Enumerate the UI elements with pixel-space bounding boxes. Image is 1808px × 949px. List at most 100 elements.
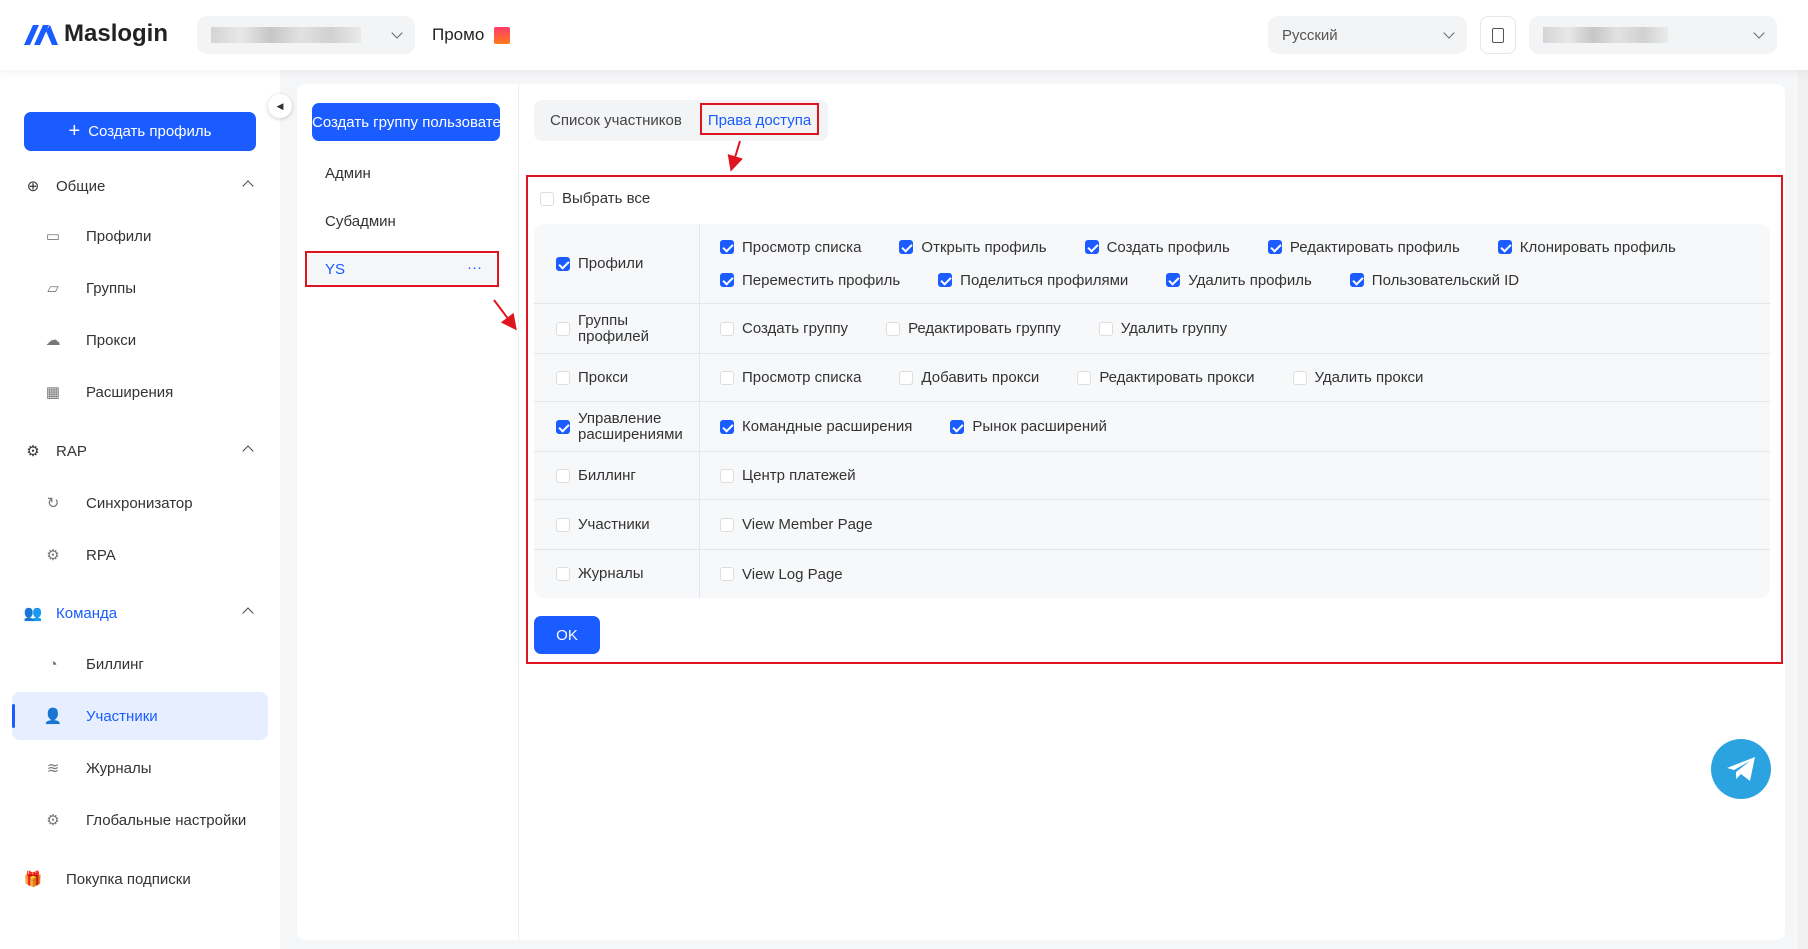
checkbox[interactable]: [1084, 240, 1099, 254]
sidebar-item-billing[interactable]: ◔ Биллинг: [12, 640, 268, 688]
logo-text: Maslogin: [64, 20, 169, 47]
checkbox[interactable]: [886, 321, 901, 336]
section-team[interactable]: 👥 Команда: [12, 589, 268, 637]
sidebar-item-synchronizer[interactable]: ↻ Синхронизатор: [12, 479, 268, 527]
permission-option[interactable]: Редактировать группу: [886, 320, 1061, 337]
permission-option[interactable]: Открыть профиль: [899, 239, 1047, 256]
section-general[interactable]: ⊕ Общие: [12, 162, 268, 210]
annotation-box: [526, 175, 1783, 664]
checkbox[interactable]: [720, 517, 734, 532]
sidebar-item-subscription[interactable]: 🎁 Покупка подписки: [12, 855, 268, 903]
telegram-icon: [1727, 757, 1755, 781]
permission-option[interactable]: Просмотр списка: [720, 369, 861, 386]
checkbox[interactable]: [556, 321, 570, 336]
row-label: Участники: [578, 515, 650, 533]
permission-option[interactable]: Поделиться профилями: [938, 272, 1128, 289]
sidebar-item-global-settings[interactable]: ⚙ Глобальные настройки: [12, 796, 268, 844]
row-options: Центр платежей: [700, 452, 1770, 499]
sidebar-item-rpa[interactable]: ⚙ RPA: [12, 531, 268, 579]
sidebar-item-logs[interactable]: ≋ Журналы: [12, 744, 268, 792]
checkbox[interactable]: [899, 370, 914, 385]
checkbox[interactable]: [1077, 370, 1092, 385]
row-label: Профили: [578, 254, 644, 272]
checkbox[interactable]: [1166, 273, 1181, 287]
permission-option[interactable]: Пользовательский ID: [1349, 272, 1519, 289]
more-icon[interactable]: ···: [467, 259, 482, 276]
checkbox[interactable]: [1267, 240, 1282, 254]
checkbox[interactable]: [720, 273, 734, 287]
permission-option[interactable]: Создать профиль: [1084, 239, 1230, 256]
permission-option[interactable]: Командные расширения: [720, 418, 912, 435]
sidebar-item-extensions[interactable]: ▦ Расширения: [12, 368, 268, 416]
sidebar-item-profiles[interactable]: ▭ Профили: [12, 212, 268, 260]
checkbox[interactable]: [556, 370, 570, 385]
permission-option[interactable]: Клонировать профиль: [1497, 239, 1676, 256]
account-select[interactable]: [1529, 16, 1777, 54]
row-label-cell: Группы профилей: [534, 304, 700, 353]
checkbox[interactable]: [720, 419, 734, 434]
ok-button[interactable]: OK: [534, 616, 600, 654]
promo-link[interactable]: Промо: [432, 25, 511, 45]
caret-left-icon: ◀: [276, 100, 284, 111]
option-label: Удалить прокси: [1314, 369, 1424, 386]
checkbox[interactable]: [1098, 321, 1113, 336]
permission-option[interactable]: View Member Page: [720, 516, 873, 533]
checkbox[interactable]: [556, 517, 570, 532]
permission-option[interactable]: Переместить профиль: [720, 272, 900, 289]
permission-option[interactable]: Удалить группу: [1098, 320, 1227, 337]
workspace-select[interactable]: [197, 16, 415, 54]
select-all-checkbox[interactable]: Выбрать все: [540, 190, 650, 207]
sidebar-item-members[interactable]: 👤 Участники: [12, 692, 268, 740]
checkbox[interactable]: [1292, 370, 1307, 385]
telegram-button[interactable]: [1711, 739, 1771, 799]
group-label: YS: [325, 261, 346, 278]
sidebar-item-proxies[interactable]: ☁ Прокси: [12, 316, 268, 364]
checkbox[interactable]: [720, 468, 734, 483]
permission-option[interactable]: Просмотр списка: [720, 239, 861, 256]
checkbox[interactable]: [540, 191, 554, 206]
checkbox[interactable]: [938, 273, 953, 287]
option-label: Переместить профиль: [742, 271, 901, 289]
checkbox[interactable]: [720, 370, 734, 385]
layers-icon: ≋: [46, 760, 60, 777]
sidebar-item-groups[interactable]: ▱ Группы: [12, 264, 268, 312]
top-bar: Maslogin Промо Русский: [0, 0, 1808, 70]
checkbox[interactable]: [950, 419, 965, 434]
group-item-admin[interactable]: Админ: [325, 165, 371, 182]
checkbox[interactable]: [1497, 240, 1512, 254]
permission-option[interactable]: View Log Page: [720, 566, 843, 583]
tab-access-rights[interactable]: Права доступа: [707, 112, 812, 129]
checkbox[interactable]: [556, 468, 570, 483]
permission-option[interactable]: Центр платежей: [720, 467, 856, 484]
option-label: View Member Page: [742, 516, 873, 533]
checkbox[interactable]: [556, 419, 570, 434]
permission-option[interactable]: Рынок расширений: [950, 418, 1107, 435]
create-profile-button[interactable]: + Создать профиль: [24, 112, 256, 151]
checkbox[interactable]: [720, 321, 734, 336]
document-button[interactable]: [1480, 16, 1516, 54]
language-select[interactable]: Русский: [1268, 16, 1467, 54]
permission-option[interactable]: Редактировать прокси: [1077, 369, 1255, 386]
scrollbar[interactable]: [1798, 70, 1808, 949]
checkbox[interactable]: [556, 567, 570, 581]
checkbox[interactable]: [899, 240, 914, 254]
permission-option[interactable]: Удалить профиль: [1166, 272, 1312, 289]
group-item-subadmin[interactable]: Субадмин: [325, 213, 396, 230]
permission-option[interactable]: Удалить прокси: [1292, 369, 1424, 386]
blurred-account: [1543, 27, 1668, 43]
checkbox[interactable]: [720, 240, 734, 254]
option-label: Просмотр списка: [742, 369, 862, 386]
permission-option[interactable]: Создать группу: [720, 320, 848, 337]
tab-members-list[interactable]: Список участников: [550, 112, 682, 129]
checkbox[interactable]: [556, 256, 570, 271]
checkbox[interactable]: [720, 567, 734, 581]
permission-option[interactable]: Добавить прокси: [899, 369, 1039, 386]
collapse-sidebar-button[interactable]: ◀: [268, 94, 292, 118]
logo[interactable]: Maslogin: [24, 20, 168, 48]
create-group-button[interactable]: Создать группу пользовате: [312, 103, 500, 141]
section-rap[interactable]: ⚙ RAP: [12, 427, 268, 475]
cloud-icon: ☁: [45, 332, 61, 349]
group-item-ys[interactable]: YS ···: [308, 254, 496, 284]
permission-option[interactable]: Редактировать профиль: [1267, 239, 1460, 256]
checkbox[interactable]: [1349, 273, 1364, 287]
